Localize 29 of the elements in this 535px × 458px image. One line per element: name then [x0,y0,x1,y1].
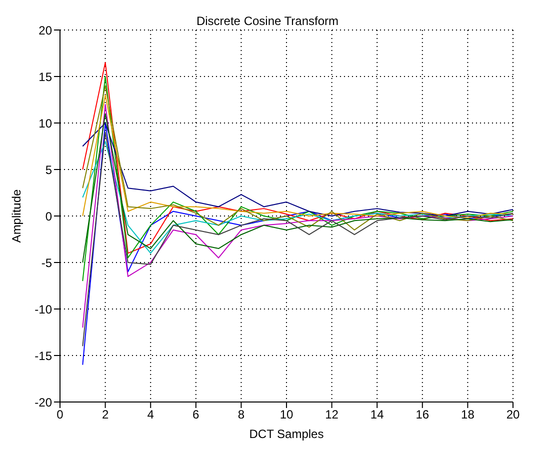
y-tick-label: -5 [41,256,52,270]
x-tick-label: 6 [192,408,200,422]
y-axis-title: Amplitude [9,189,24,243]
y-tick-label: -20 [34,395,52,410]
x-tick-label: 4 [147,408,154,422]
line-series [82,104,513,328]
line-series [82,141,513,254]
x-tick-label: 18 [461,408,475,422]
y-tick-label: 10 [38,116,52,130]
chart-title: Discrete Cosine Transform [196,14,339,28]
line-series [82,122,513,216]
line-series [82,76,513,282]
y-tick-label: 15 [38,70,52,84]
x-tick-label: 20 [506,408,520,422]
x-tick-label: 12 [325,408,339,422]
x-tick-label: 0 [56,408,64,422]
x-tick-label: 8 [238,408,245,422]
line-series [82,62,513,254]
y-tick-label: 5 [45,162,52,177]
y-tick-label: 0 [45,209,52,224]
x-tick-label: 2 [102,408,109,422]
y-tick-label: -15 [34,348,52,363]
y-tick-label: -10 [34,302,52,316]
line-series [82,113,513,263]
y-tick-label: 20 [38,23,52,38]
x-tick-label: 16 [416,408,430,422]
x-tick-label: 14 [370,408,384,422]
x-axis-title: DCT Samples [249,427,324,441]
x-tick-label: 10 [280,408,294,422]
